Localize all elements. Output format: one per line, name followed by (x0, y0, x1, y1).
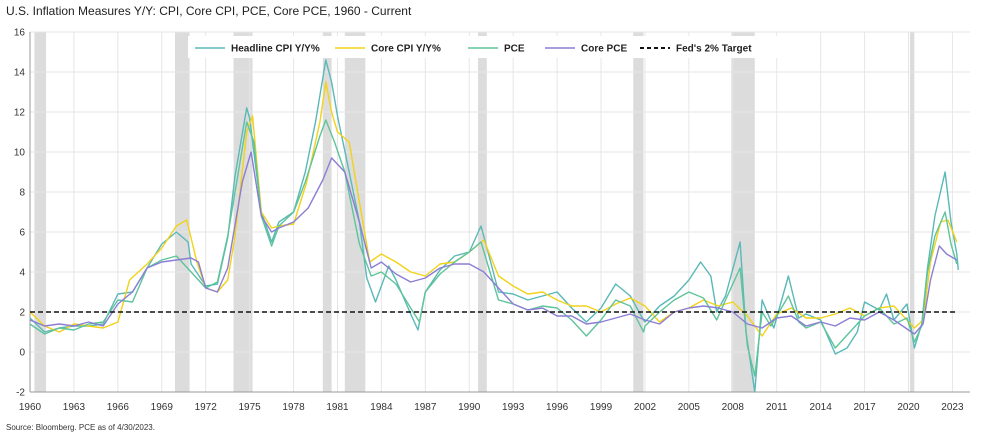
x-tick-label: 2002 (634, 402, 657, 413)
y-tick-label: 10 (14, 148, 26, 159)
legend-label: Fed's 2% Target (676, 44, 752, 55)
x-tick-label: 1993 (502, 402, 525, 413)
recession-band-0 (34, 32, 47, 392)
source-note: Source: Bloomberg. PCE as of 4/30/2023. (6, 423, 155, 432)
legend-background (188, 36, 780, 58)
x-tick-label: 2023 (941, 402, 964, 413)
x-tick-label: 1981 (326, 402, 349, 413)
recession-bands (34, 32, 915, 392)
y-tick-label: -2 (16, 388, 25, 399)
x-tick-label: 1966 (107, 402, 130, 413)
y-tick-label: 2 (19, 308, 25, 319)
x-tick-label: 1987 (414, 402, 437, 413)
recession-band-3 (322, 32, 332, 392)
series-line-core-pce (29, 151, 958, 335)
x-tick-label: 1999 (590, 402, 613, 413)
x-tick-label: 1960 (19, 402, 42, 413)
x-tick-label: 2017 (853, 402, 876, 413)
legend: Headline CPI Y/Y% Core CPI Y/Y% PCE Core PC… (188, 36, 780, 58)
x-tick-label: 2005 (678, 402, 701, 413)
recession-band-8 (909, 32, 915, 392)
series-line-core-cpi-y-y (29, 81, 958, 337)
chart-title: U.S. Inflation Measures Y/Y: CPI, Core C… (6, 4, 412, 18)
legend-label: Core PCE (581, 44, 627, 55)
recession-band-6 (633, 32, 644, 392)
recession-band-4 (344, 32, 366, 392)
y-tick-label: 16 (14, 28, 26, 39)
y-tick-label: 0 (19, 348, 25, 359)
y-tick-label: 4 (19, 268, 25, 279)
y-tick-label: 12 (14, 108, 26, 119)
x-tick-label: 1975 (239, 402, 262, 413)
recession-band-7 (731, 32, 755, 392)
x-tick-label: 1969 (151, 402, 174, 413)
x-tick-label: 2008 (722, 402, 745, 413)
grid-lines (29, 31, 970, 393)
x-tick-label: 1972 (195, 402, 218, 413)
series-line-pce (29, 119, 958, 377)
legend-label: PCE (504, 44, 525, 55)
recession-band-5 (478, 32, 487, 392)
x-tick-label: 1996 (546, 402, 569, 413)
recession-band-1 (174, 32, 190, 392)
legend-label: Headline CPI Y/Y% (231, 44, 320, 55)
recession-band-2 (233, 32, 253, 392)
x-tick-label: 1978 (282, 402, 305, 413)
y-tick-label: 6 (19, 228, 25, 239)
x-tick-label: 1984 (370, 402, 393, 413)
x-tick-label: 2011 (766, 402, 788, 413)
x-tick-label: 1963 (63, 402, 86, 413)
x-tick-label: 1990 (458, 402, 481, 413)
series-line-headline-cpi-y-y (29, 59, 959, 393)
legend-label: Core CPI Y/Y% (371, 44, 441, 55)
x-tick-label: 2020 (897, 402, 920, 413)
axes: -2 0 2 4 6 8 10 12 14 16 1960 1963 1966 1969 1972 1975 1… (14, 28, 970, 413)
series-lines (29, 59, 959, 393)
y-tick-label: 14 (14, 68, 26, 79)
x-tick-label: 2014 (810, 402, 833, 413)
y-tick-label: 8 (19, 188, 25, 199)
